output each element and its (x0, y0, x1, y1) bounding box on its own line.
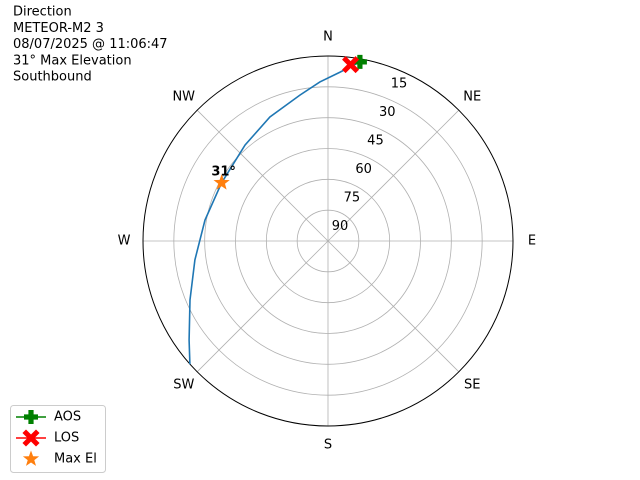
r-tick-label: 60 (355, 162, 372, 177)
annotation: 31° (211, 164, 236, 179)
r-tick-label: 90 (332, 219, 349, 234)
legend-label: AOS (54, 410, 81, 425)
theta-tick-label: NE (463, 89, 481, 104)
theta-tick-label: W (118, 234, 131, 249)
grid-ring (173, 86, 483, 396)
marker-stroke (22, 429, 40, 447)
theta-tick-label: SE (464, 378, 480, 393)
title-line: Direction (13, 5, 72, 20)
outer-ring (142, 55, 514, 427)
r-tick-label: 15 (391, 77, 408, 92)
legend-marker (22, 429, 40, 447)
grid-ring (265, 178, 391, 304)
theta-tick-label: SW (173, 378, 194, 393)
theta-tick-label: N (323, 30, 333, 45)
title-line: 08/07/2025 @ 11:06:47 (13, 37, 168, 52)
theta-tick-label: E (528, 234, 536, 249)
grid-ring (296, 209, 360, 273)
legend-box (10, 405, 106, 473)
legend: AOS LOS Max El (10, 405, 106, 473)
title-line: 31° Max Elevation (13, 53, 132, 68)
grid-ring (235, 148, 421, 334)
legend-marker (22, 450, 40, 466)
legend-label: Max El (54, 452, 97, 467)
marker-stroke (342, 56, 360, 74)
track-line (188, 61, 361, 365)
marker (213, 174, 230, 190)
legend-label: LOS (54, 431, 79, 446)
theta-tick-label: NW (172, 89, 195, 104)
r-tick-label: 75 (344, 191, 361, 206)
marker (352, 54, 367, 69)
theta-tick-label: S (324, 438, 332, 453)
r-tick-label: 30 (379, 105, 396, 120)
title-line: Southbound (13, 70, 92, 85)
marker (342, 56, 360, 74)
title-line: METEOR-M2 3 (13, 21, 104, 36)
r-tick-label: 45 (367, 134, 384, 149)
legend-marker (23, 410, 38, 424)
grid-ring (204, 117, 452, 365)
